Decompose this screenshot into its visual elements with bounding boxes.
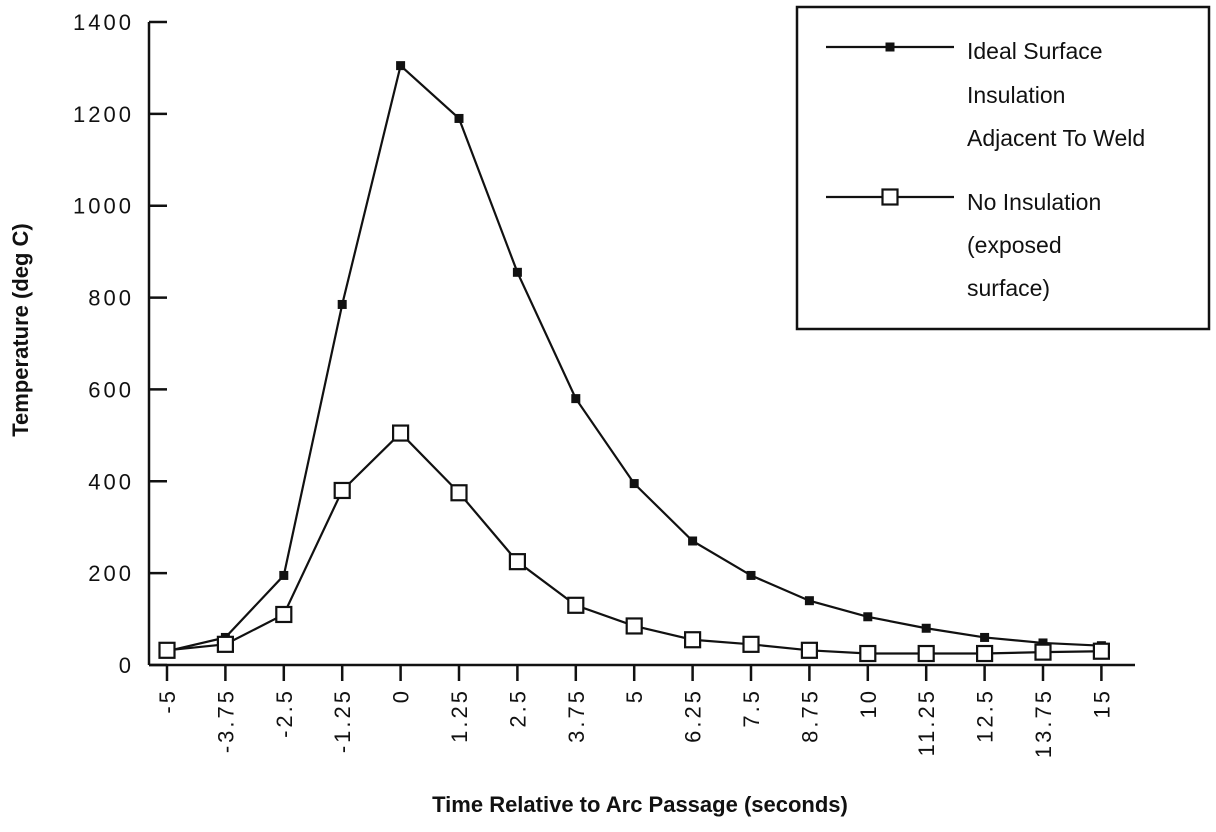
x-tick-label: 11.25 [914,688,939,756]
y-tick-label: 0 [119,653,134,678]
x-tick-label: 1.25 [447,688,472,743]
x-tick-label: 7.5 [739,688,764,728]
x-tick-label: 13.75 [1031,688,1056,758]
data-point [859,644,877,663]
data-point [567,596,585,614]
data-point [746,570,756,580]
legend-label: Ideal Surface [967,38,1103,64]
x-tick-label: 15 [1089,688,1114,718]
x-tick-label: 8.75 [797,688,822,743]
legend-entry: Ideal Surface Insulation Adjacent To Weld [826,38,1145,151]
x-tick-label: -3.75 [213,688,238,753]
legend-box [795,5,1211,331]
legend-marker [885,42,895,52]
legend-label: Adjacent To Weld [967,125,1145,151]
legend: Ideal Surface Insulation Adjacent To Weld N… [795,5,1211,331]
x-tick-label: -2.5 [272,688,297,738]
data-point [392,424,410,442]
data-point [396,61,406,71]
x-tick-label: 6.25 [681,688,706,743]
data-point [275,605,293,624]
y-tick-label: 200 [88,561,134,586]
y-tick-label: 1400 [73,10,134,35]
data-point [1038,638,1048,648]
data-point [688,536,698,546]
x-tick-label: 3.75 [564,688,589,743]
x-ticks: -5 -3.75 -2.5 -1.25 0 1.25 2.5 3.75 5 6.25 7.5 8.75… [155,665,1114,758]
data-point [279,570,289,580]
x-tick-label: 10 [856,688,881,718]
x-tick-label: -5 [155,688,180,714]
data-point [512,267,522,277]
y-tick-label: 400 [88,469,134,494]
legend-label: Insulation [967,82,1065,108]
data-point [450,484,468,502]
y-axis-title: Temperature (deg C) [8,223,33,437]
x-tick-label: 12.5 [973,688,998,743]
x-tick-label: -1.25 [330,688,355,753]
x-tick-label: 5 [622,688,647,703]
x-axis-title: Time Relative to Arc Passage (seconds) [432,792,848,817]
y-tick-label: 600 [88,377,134,402]
data-point [917,644,935,663]
data-point [625,617,643,635]
data-point [683,631,702,649]
series-2 [158,424,1111,663]
legend-entry: No Insulation (exposed surface) [826,188,1101,301]
x-tick-label: 0 [389,688,414,703]
data-point [804,596,814,606]
data-point [980,632,990,642]
data-point [508,553,526,571]
y-tick-label: 800 [88,286,134,311]
x-tick-label: 2.5 [505,688,530,728]
series-layer [158,61,1111,663]
data-point [454,113,464,123]
data-point [216,635,234,653]
y-tick-label: 1000 [73,194,134,219]
data-point [571,394,581,404]
legend-label: surface) [967,275,1050,301]
data-point [337,299,347,309]
legend-label: No Insulation [967,189,1101,215]
data-point [1092,642,1111,660]
data-point [1034,643,1052,661]
data-point [975,644,994,663]
data-point [742,635,760,653]
data-point [863,612,873,622]
axes [147,22,1135,667]
legend-marker [881,188,899,206]
legend-label: (exposed [967,232,1062,258]
data-point [158,641,176,659]
data-point [629,479,639,489]
y-ticks: 0 200 400 600 800 1000 1200 1400 [73,10,167,678]
data-point [800,641,819,659]
y-tick-label: 1200 [73,102,134,127]
data-point [333,481,351,500]
data-point [921,623,931,633]
